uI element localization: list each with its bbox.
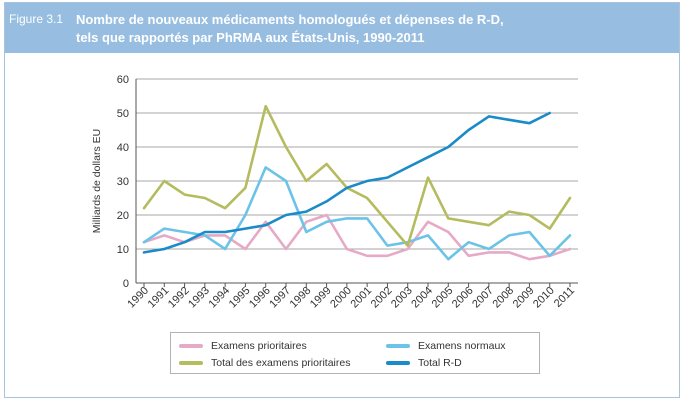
x-tick-label: 2000: [328, 285, 354, 311]
series-line-examens-prioritaires: [142, 213, 572, 261]
x-tick-label: 2008: [490, 285, 516, 311]
y-tick-label: 40: [117, 142, 129, 154]
x-tick-label: 2006: [450, 285, 476, 311]
x-tick-label: 2001: [348, 285, 374, 311]
x-tick-label: 1999: [308, 285, 334, 311]
y-tick-label: 10: [117, 244, 129, 256]
legend-label-examens-prioritaires: Examens prioritaires: [211, 340, 307, 352]
x-tick-label: 2004: [409, 285, 435, 311]
figure-title: Nombre de nouveaux médicaments homologué…: [76, 11, 666, 47]
y-tick-label: 0: [123, 278, 129, 290]
legend-swatch-examens-normaux: [386, 344, 410, 348]
x-tick-label: 1992: [166, 285, 192, 311]
x-tick-label: 1994: [206, 285, 232, 311]
legend-swatch-examens-prioritaires: [179, 344, 203, 348]
legend-label-examens-normaux: Examens normaux: [418, 340, 506, 352]
figure-title-line-2: tels que rapportés par PhRMA aux États-U…: [76, 30, 425, 45]
x-tick-label: 2005: [430, 285, 456, 311]
y-tick-label: 60: [117, 74, 129, 86]
x-tick-label: 1998: [288, 285, 314, 311]
x-tick-label: 1991: [146, 285, 172, 311]
y-tick-label: 50: [117, 108, 129, 120]
legend-label-total-r-d: Total R-D: [418, 357, 462, 369]
legend-swatch-total-examens-prioritaires: [179, 361, 203, 365]
figure-header: Figure 3.1 Nombre de nouveaux médicament…: [5, 3, 679, 53]
chart-legend: Examens prioritaires Examens normaux Tot…: [170, 332, 540, 374]
x-tick-label: 1997: [267, 285, 293, 311]
series-line-total-r-d: [142, 111, 552, 254]
x-tick-label: 1993: [186, 285, 212, 311]
figure-title-line-1: Nombre de nouveaux médicaments homologué…: [76, 12, 504, 27]
x-tick-label: 2007: [470, 285, 496, 311]
x-tick-label: 2009: [511, 285, 537, 311]
x-tick-label: 2003: [389, 285, 415, 311]
figure-label: Figure 3.1: [9, 12, 64, 26]
x-tick-label: 1990: [125, 285, 151, 311]
series-line-total-des-examens-prioritaires: [142, 104, 572, 247]
y-tick-label: 30: [117, 176, 129, 188]
x-tick-label: 1995: [227, 285, 253, 311]
legend-swatch-total-r-d: [386, 361, 410, 365]
x-tick-label: 2010: [531, 285, 557, 311]
series-line-examens-normaux: [142, 166, 572, 261]
y-axis-label: Milliards de dollars EU: [91, 129, 103, 233]
x-tick-label: 1996: [247, 285, 273, 311]
legend-label-total-examens-prioritaires: Total des examens prioritaires: [211, 357, 351, 369]
x-tick-label: 2011: [552, 285, 577, 310]
y-tick-label: 20: [117, 210, 129, 222]
x-tick-label: 2002: [369, 285, 395, 311]
